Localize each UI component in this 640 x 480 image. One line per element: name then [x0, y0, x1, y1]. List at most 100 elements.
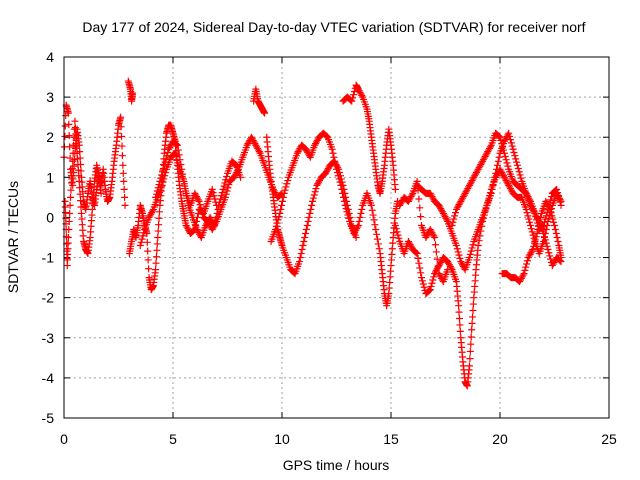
data-point [153, 240, 161, 248]
data-point [234, 167, 242, 175]
data-point [237, 173, 245, 181]
data-point [217, 192, 225, 200]
data-point [535, 221, 543, 229]
data-point [358, 92, 366, 100]
data-point [523, 260, 531, 268]
data-point [163, 152, 171, 160]
data-point [427, 282, 435, 290]
data-point [341, 201, 349, 209]
grid [64, 57, 609, 418]
data-point [491, 173, 499, 181]
data-point [520, 270, 528, 278]
data-point [143, 238, 151, 246]
data-point [61, 132, 69, 140]
data-point [414, 254, 422, 262]
data-point [218, 189, 226, 197]
data-point [277, 205, 285, 213]
data-point [452, 242, 460, 250]
data-point [174, 146, 182, 154]
data-point [222, 190, 230, 198]
data-point [539, 222, 547, 230]
data-point [348, 97, 356, 105]
data-point [160, 161, 168, 169]
data-point [528, 247, 536, 255]
data-point [344, 211, 352, 219]
data-point [506, 132, 514, 140]
data-point [415, 259, 423, 267]
data-point [117, 113, 125, 121]
data-point [416, 264, 424, 272]
data-point [153, 187, 161, 195]
data-point [283, 180, 291, 188]
data-point [415, 195, 423, 203]
data-point [505, 129, 513, 137]
data-point [157, 174, 165, 182]
data-point [496, 133, 504, 141]
data-point [355, 217, 363, 225]
data-point [255, 148, 263, 156]
data-point [542, 225, 550, 233]
data-point [276, 209, 284, 217]
data-point [155, 214, 163, 222]
data-point [536, 217, 544, 225]
data-point [77, 203, 85, 211]
x-tick-label: 15 [383, 431, 399, 447]
data-point [180, 180, 188, 188]
data-point [301, 234, 309, 241]
data-point [197, 204, 205, 212]
axis-ticks: 0 5 10 15 20 25 -5 -4 -3 -2 -1 0 1 2 3 4 [42, 49, 617, 447]
series-track-m [448, 129, 565, 233]
data-point [542, 239, 550, 247]
data-point [513, 161, 521, 169]
y-tick-label: -1 [42, 250, 55, 266]
data-point [525, 215, 533, 223]
data-point [352, 234, 360, 241]
data-point [196, 201, 204, 209]
data-point [335, 175, 343, 183]
data-points [60, 77, 565, 390]
data-point [121, 193, 129, 201]
data-point [118, 142, 126, 150]
data-point [71, 124, 79, 132]
data-point [179, 175, 187, 183]
data-point [65, 225, 73, 233]
y-tick-label: 1 [46, 169, 54, 185]
y-tick-label: 0 [46, 209, 54, 225]
data-point [153, 246, 161, 254]
data-point [152, 266, 160, 274]
data-point [430, 273, 438, 281]
data-point [281, 186, 289, 194]
data-point [152, 193, 160, 201]
data-point [432, 248, 440, 256]
data-point [418, 274, 426, 282]
data-point [212, 219, 220, 227]
data-point [69, 157, 77, 165]
data-point [65, 217, 73, 225]
data-point [511, 152, 519, 160]
data-point [304, 217, 312, 225]
data-point [516, 171, 524, 179]
data-point [503, 159, 511, 167]
data-point [476, 232, 484, 240]
data-point [303, 221, 311, 229]
data-point [425, 286, 433, 294]
y-tick-label: 4 [46, 49, 54, 65]
data-point [208, 185, 216, 193]
data-point [117, 123, 125, 131]
data-point [488, 185, 496, 193]
data-point [555, 195, 563, 203]
data-point [137, 238, 145, 246]
chart-title: Day 177 of 2024, Sidereal Day-to-day VTE… [82, 19, 585, 35]
data-point [426, 286, 434, 294]
data-point [541, 215, 549, 223]
data-point [337, 181, 345, 189]
data-point [514, 165, 522, 173]
data-point [152, 259, 160, 267]
data-point [540, 229, 548, 237]
data-point [175, 151, 183, 159]
y-tick-label: -5 [42, 410, 55, 426]
data-point [557, 254, 565, 262]
data-point [67, 193, 75, 201]
data-point [275, 213, 283, 221]
